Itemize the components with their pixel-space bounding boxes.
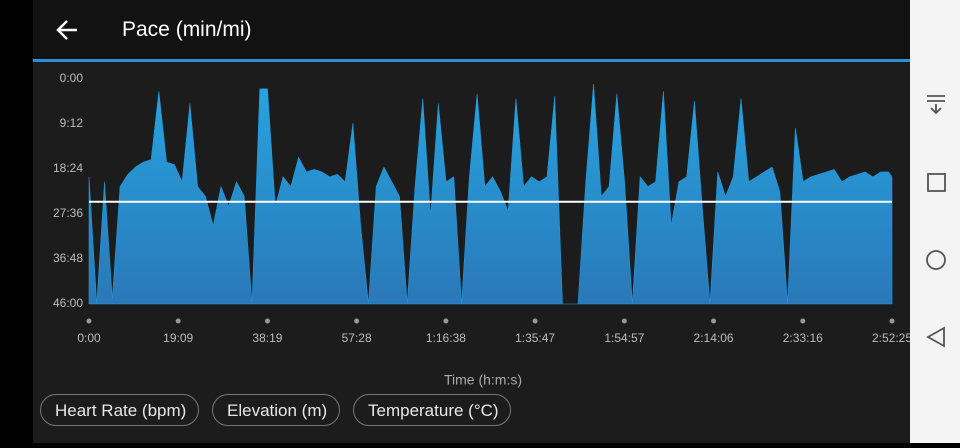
- y-tick-label: 9:12: [60, 116, 84, 130]
- temperature-button[interactable]: Temperature (°C): [353, 394, 511, 426]
- y-tick-label: 18:24: [53, 161, 83, 175]
- x-tick-label: 19:09: [163, 331, 193, 345]
- nav-menu[interactable]: [927, 95, 945, 115]
- x-tick-mark: [621, 318, 627, 324]
- y-tick-label: 36:48: [53, 251, 83, 265]
- x-tick-mark: [889, 318, 895, 324]
- nav-home[interactable]: [926, 250, 946, 270]
- page-title: Pace (min/mi): [122, 18, 252, 41]
- x-tick-mark: [532, 318, 538, 324]
- x-tick-label: 0:00: [77, 331, 101, 345]
- x-tick-label: 1:54:57: [604, 331, 644, 345]
- y-tick-label: 0:00: [60, 71, 84, 85]
- x-tick-mark: [711, 318, 717, 324]
- x-tick-label: 1:35:47: [515, 331, 555, 345]
- pace-area: [88, 83, 893, 305]
- x-tick-label: 2:52:25: [872, 331, 912, 345]
- x-tick-mark: [443, 318, 449, 324]
- nav-icons: [926, 95, 946, 348]
- nav-recents[interactable]: [927, 173, 946, 192]
- nav-bar: [910, 0, 960, 443]
- x-tick-mark: [86, 318, 92, 324]
- x-tick-label: 2:14:06: [694, 331, 734, 345]
- nav-back[interactable]: [926, 326, 945, 348]
- x-tick-mark: [800, 318, 806, 324]
- heart-rate-button[interactable]: Heart Rate (bpm): [40, 394, 199, 426]
- x-tick-label: 1:16:38: [426, 331, 466, 345]
- x-tick-mark: [175, 318, 181, 324]
- x-tick-mark: [264, 318, 270, 324]
- x-tick-mark: [354, 318, 360, 324]
- back-button[interactable]: [45, 0, 105, 59]
- header: Pace (min/mi): [33, 0, 910, 62]
- chart: Time (h:m:s) 0:00 9:12 18:24 27:36 36:48 46:0…: [53, 71, 912, 388]
- x-tick-label: 38:19: [252, 331, 282, 345]
- x-tick-label: 2:33:16: [783, 331, 823, 345]
- x-axis-title: Time (h:m:s): [444, 372, 522, 388]
- y-tick-label: 46:00: [53, 296, 83, 310]
- y-tick-label: 27:36: [53, 206, 83, 220]
- x-tick-label: 57:28: [342, 331, 372, 345]
- elevation-button[interactable]: Elevation (m): [212, 394, 340, 426]
